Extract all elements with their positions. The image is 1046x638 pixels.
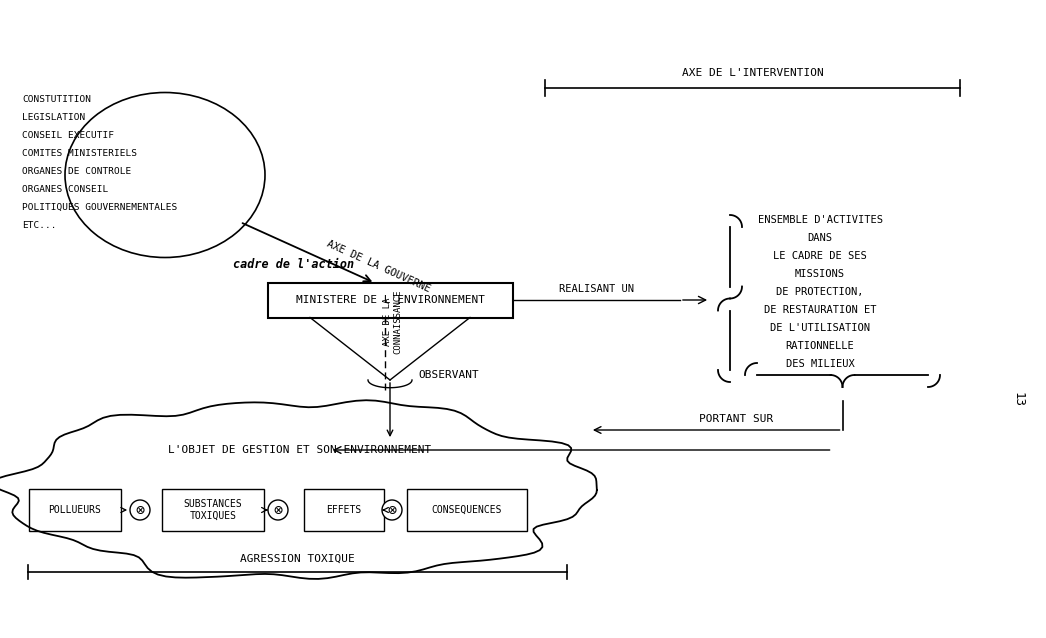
Text: MISSIONS: MISSIONS	[795, 269, 845, 279]
Text: ⊗: ⊗	[387, 503, 396, 517]
Text: EFFETS: EFFETS	[326, 505, 362, 515]
Text: COMITES MINISTERIELS: COMITES MINISTERIELS	[22, 149, 137, 158]
Text: POLITIQUES GOUVERNEMENTALES: POLITIQUES GOUVERNEMENTALES	[22, 203, 177, 212]
Text: PORTANT SUR: PORTANT SUR	[699, 414, 773, 424]
Text: ENSEMBLE D'ACTIVITES: ENSEMBLE D'ACTIVITES	[757, 215, 883, 225]
Text: ⊗: ⊗	[273, 503, 282, 517]
Text: CONSEIL EXECUTIF: CONSEIL EXECUTIF	[22, 131, 114, 140]
Text: MINISTERE DE L'ENVIRONNEMENT: MINISTERE DE L'ENVIRONNEMENT	[296, 295, 484, 305]
Text: DE L'UTILISATION: DE L'UTILISATION	[770, 323, 870, 333]
Text: DE PROTECTION,: DE PROTECTION,	[776, 287, 864, 297]
Text: DANS: DANS	[808, 233, 833, 243]
Text: ORGANES DE CONTROLE: ORGANES DE CONTROLE	[22, 167, 131, 176]
Text: REALISANT UN: REALISANT UN	[559, 284, 634, 294]
Text: cadre de l'action: cadre de l'action	[233, 258, 355, 271]
FancyBboxPatch shape	[29, 489, 121, 531]
Text: LEGISLATION: LEGISLATION	[22, 113, 86, 122]
FancyBboxPatch shape	[162, 489, 264, 531]
FancyBboxPatch shape	[268, 283, 513, 318]
Text: POLLUEURS: POLLUEURS	[48, 505, 101, 515]
Text: AXE DE L'INTERVENTION: AXE DE L'INTERVENTION	[682, 68, 823, 78]
Text: LE CADRE DE SES: LE CADRE DE SES	[773, 251, 867, 261]
Circle shape	[130, 500, 150, 520]
FancyBboxPatch shape	[304, 489, 384, 531]
Text: DE RESTAURATION ET: DE RESTAURATION ET	[764, 305, 877, 315]
Circle shape	[268, 500, 288, 520]
Text: AGRESSION TOXIQUE: AGRESSION TOXIQUE	[241, 554, 355, 564]
Text: OBSERVANT: OBSERVANT	[418, 370, 479, 380]
Text: ETC...: ETC...	[22, 221, 56, 230]
Text: CONSEQUENCES: CONSEQUENCES	[432, 505, 502, 515]
Text: AXE DE LA GOUVERNE: AXE DE LA GOUVERNE	[325, 239, 432, 294]
Text: SUBSTANCES
TOXIQUES: SUBSTANCES TOXIQUES	[184, 499, 243, 521]
Text: ⊗: ⊗	[135, 503, 144, 517]
Text: DES MILIEUX: DES MILIEUX	[786, 359, 855, 369]
Text: CONSTUTITION: CONSTUTITION	[22, 95, 91, 104]
Text: RATIONNELLE: RATIONNELLE	[786, 341, 855, 351]
Text: L'OBJET DE GESTION ET SON ENVIRONNEMENT: L'OBJET DE GESTION ET SON ENVIRONNEMENT	[168, 445, 432, 455]
Text: AXE DE LA
CONNAISSANCE: AXE DE LA CONNAISSANCE	[383, 289, 403, 353]
Text: 13: 13	[1011, 392, 1024, 408]
FancyBboxPatch shape	[407, 489, 527, 531]
Circle shape	[382, 500, 402, 520]
Text: ORGANES CONSEIL: ORGANES CONSEIL	[22, 185, 108, 194]
